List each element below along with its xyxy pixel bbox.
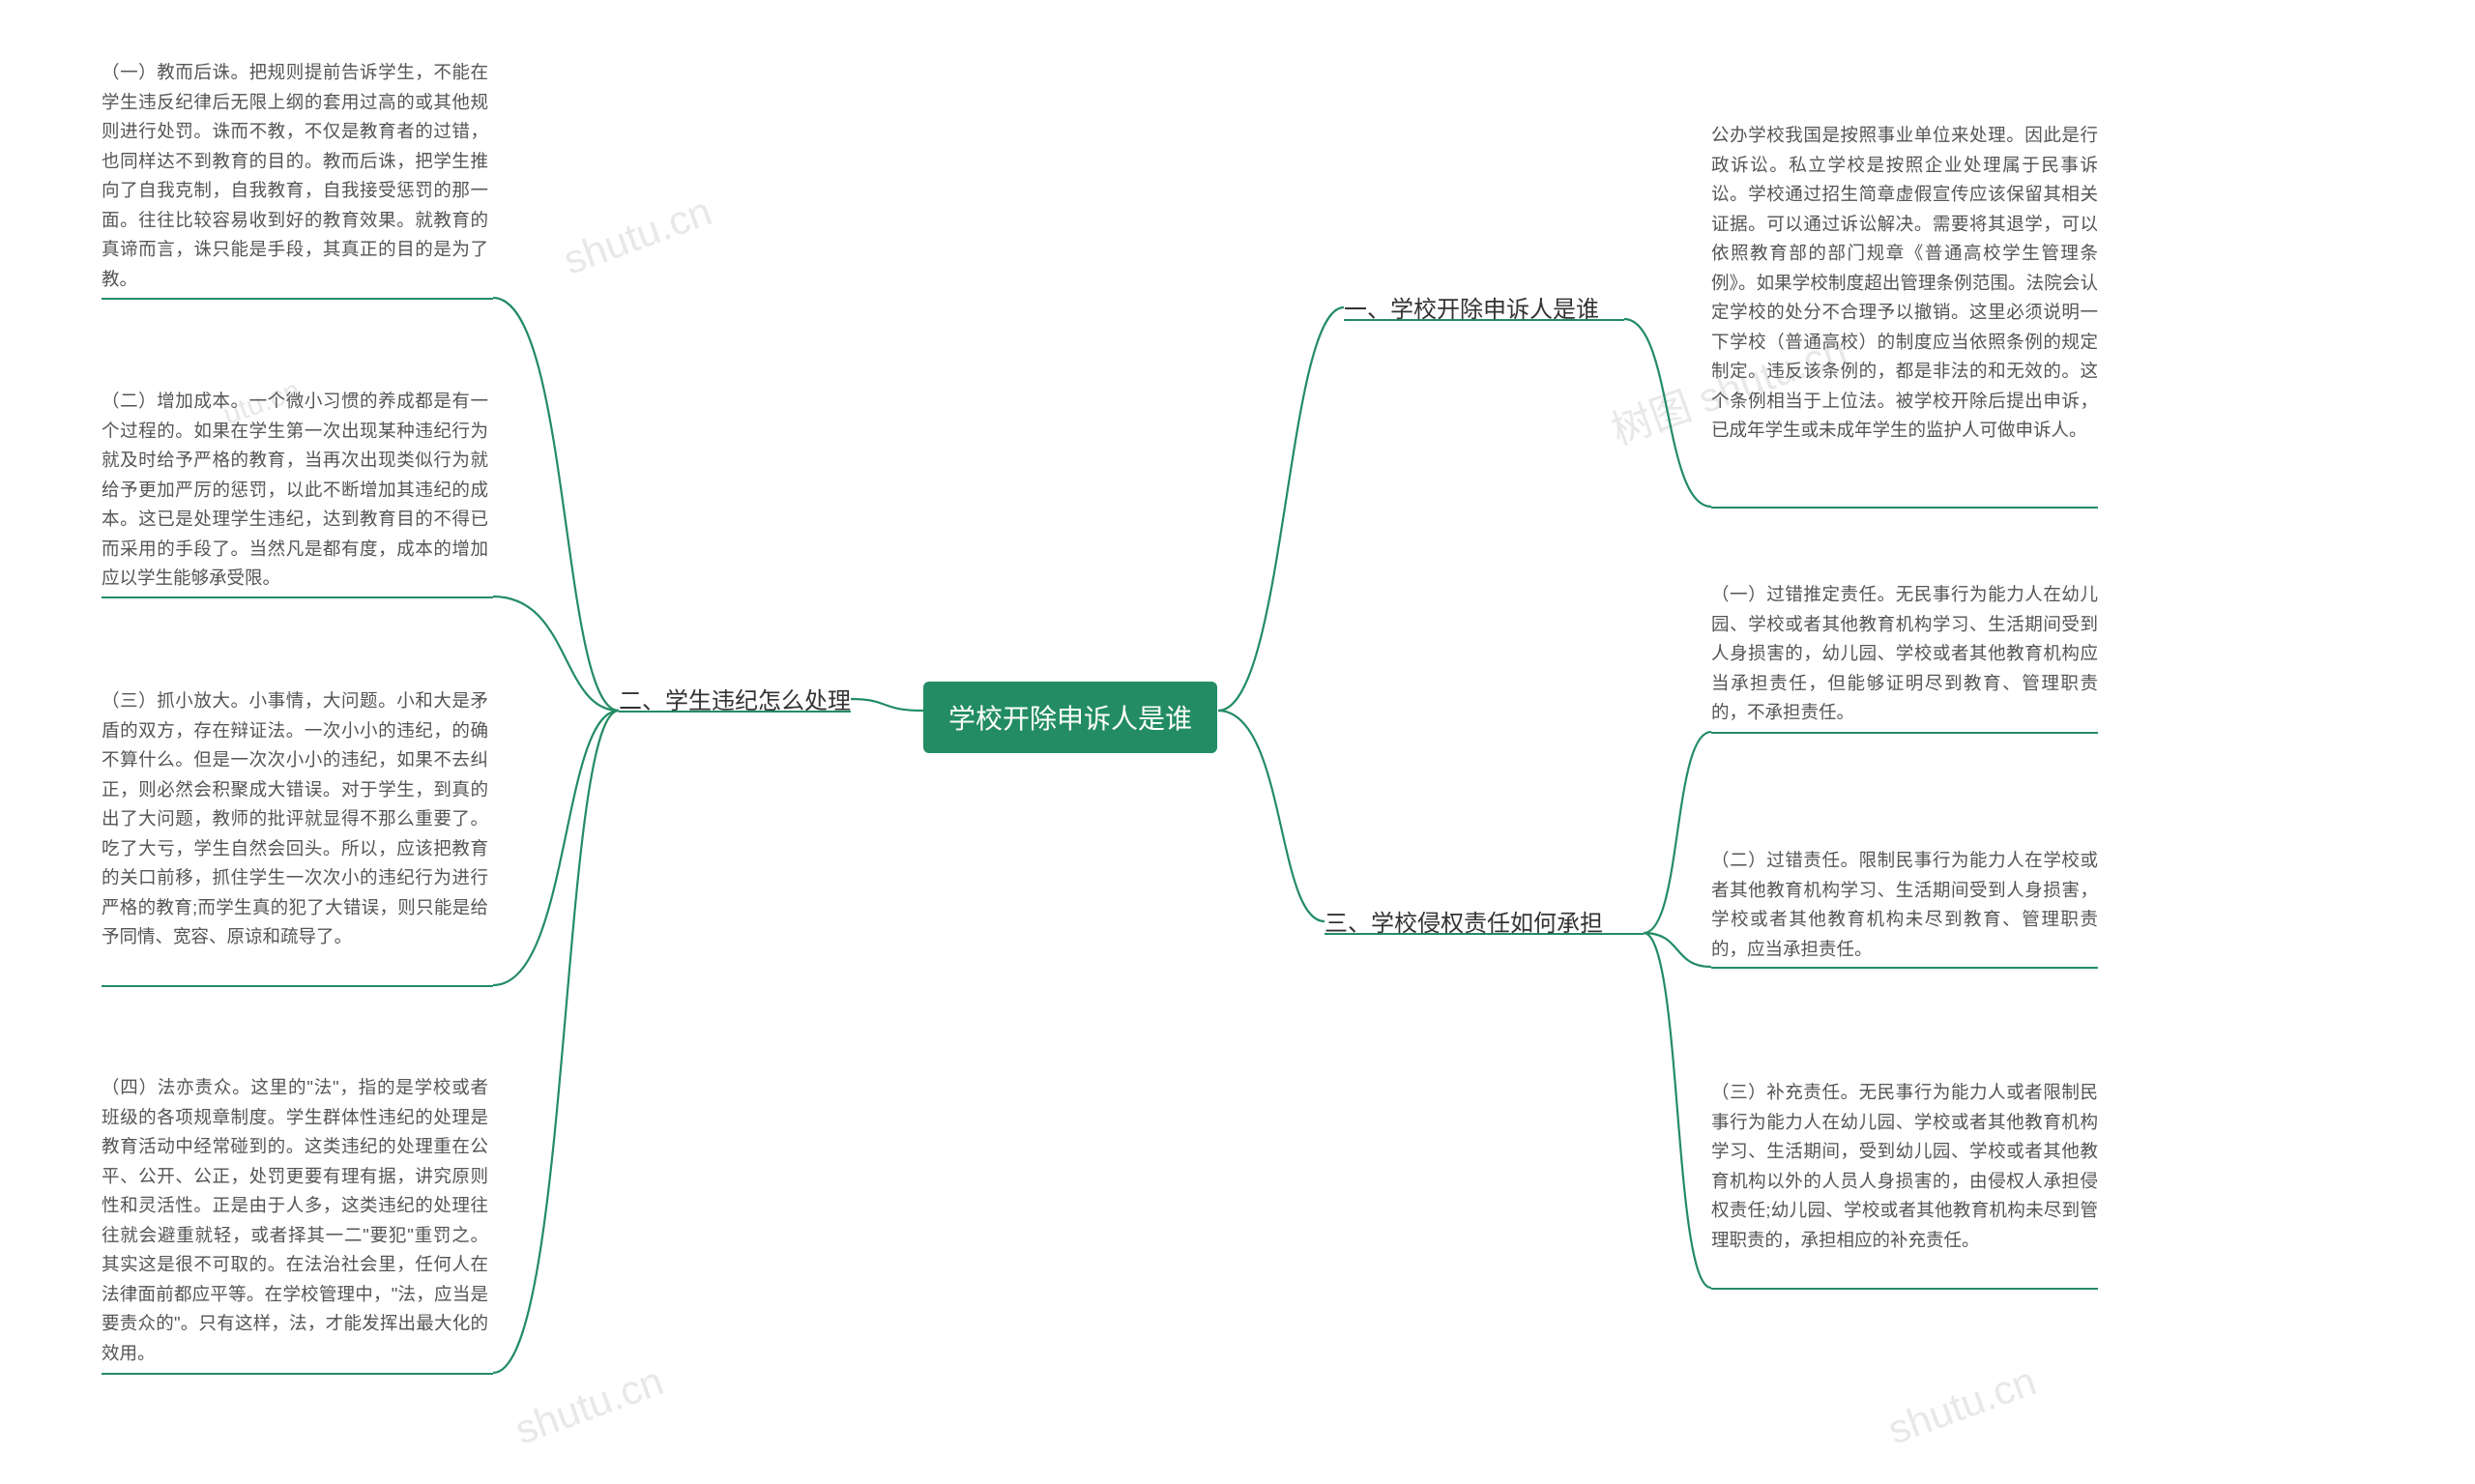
leaf-b2l2: （二）增加成本。一个微小习惯的养成都是有一个过程的。如果在学生第一次出现某种违纪… <box>102 387 488 594</box>
leaf-b2l3: （三）抓小放大。小事情，大问题。小和大是矛盾的双方，存在辩证法。一次小小的违纪，… <box>102 686 488 952</box>
root-node[interactable]: 学校开除申诉人是谁 <box>923 682 1217 753</box>
leaf-b3l3-underline <box>1711 1288 2098 1290</box>
leaf-b1l1-underline <box>1711 507 2098 509</box>
branch-1-label: 一、学校开除申诉人是谁 <box>1344 297 1599 323</box>
leaf-b3l2-underline <box>1711 967 2098 969</box>
leaf-b2l2-underline <box>102 597 493 598</box>
leaf-b3l2: （二）过错责任。限制民事行为能力人在学校或者其他教育机构学习、生活期间受到人身损… <box>1711 846 2098 964</box>
leaf-b2l1: （一）教而后诛。把规则提前告诉学生，不能在学生违反纪律后无限上纲的套用过高的或其… <box>102 58 488 294</box>
leaf-b3l3: （三）补充责任。无民事行为能力人或者限制民事行为能力人在幼儿园、学校或者其他教育… <box>1711 1078 2098 1255</box>
leaf-b2l4: （四）法亦责众。这里的"法"，指的是学校或者班级的各项规章制度。学生群体性违纪的… <box>102 1073 488 1368</box>
leaf-b2l4-underline <box>102 1373 493 1375</box>
branch-1[interactable]: 一、学校开除申诉人是谁 <box>1344 290 1599 330</box>
branch-2[interactable]: 二、学生违纪怎么处理 <box>619 682 851 721</box>
leaf-b3l1: （一）过错推定责任。无民事行为能力人在幼儿园、学校或者其他教育机构学习、生活期间… <box>1711 580 2098 728</box>
leaf-b2l3-underline <box>102 985 493 987</box>
leaf-b2l1-underline <box>102 298 493 300</box>
root-label: 学校开除申诉人是谁 <box>948 704 1192 734</box>
leaf-b1l1: 公办学校我国是按照事业单位来处理。因此是行政诉讼。私立学校是按照企业处理属于民事… <box>1711 121 2098 446</box>
branch-3-label: 三、学校侵权责任如何承担 <box>1325 911 1603 937</box>
leaf-b3l1-underline <box>1711 732 2098 734</box>
branch-3[interactable]: 三、学校侵权责任如何承担 <box>1325 904 1603 944</box>
branch-2-label: 二、学生违纪怎么处理 <box>619 688 851 714</box>
